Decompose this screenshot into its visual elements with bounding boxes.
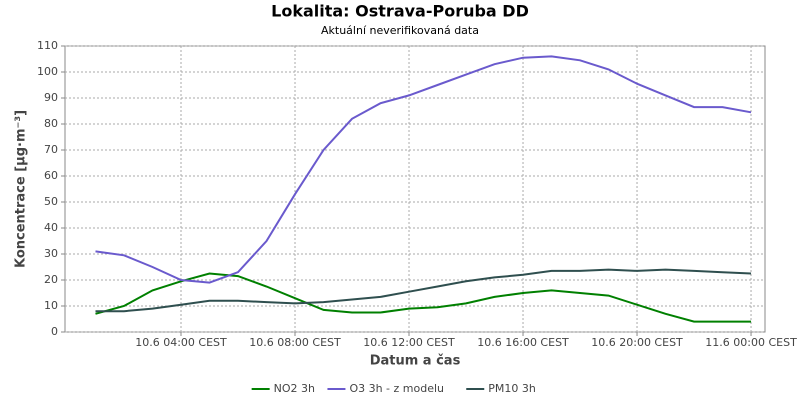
x-tick-label: 10.6 08:00 CEST xyxy=(249,336,341,349)
x-tick-label: 10.6 20:00 CEST xyxy=(591,336,683,349)
series-line xyxy=(95,55,752,284)
x-axis-label: Datum a čas xyxy=(370,354,461,369)
series-line xyxy=(95,272,752,323)
y-tick-label: 100 xyxy=(37,65,58,78)
y-tick-label: 70 xyxy=(44,143,58,156)
chart-subtitle: Aktuální neverifikovaná data xyxy=(321,24,479,37)
y-tick-label: 30 xyxy=(44,247,58,260)
y-axis-label: Koncentrace [µg·m⁻³] xyxy=(14,110,29,268)
legend-label: NO2 3h xyxy=(274,382,315,395)
y-tick-label: 60 xyxy=(44,169,58,182)
y-tick-label: 110 xyxy=(37,39,58,52)
y-tick-label: 90 xyxy=(44,91,58,104)
y-tick-label: 80 xyxy=(44,117,58,130)
x-tick-label: 10.6 16:00 CEST xyxy=(477,336,569,349)
y-tick-label: 10 xyxy=(44,299,58,312)
x-tick-label: 10.6 04:00 CEST xyxy=(135,336,227,349)
x-tick-label: 10.6 12:00 CEST xyxy=(363,336,455,349)
series-line xyxy=(95,268,752,313)
y-tick-label: 0 xyxy=(51,325,58,338)
legend-label: O3 3h - z modelu xyxy=(349,382,444,395)
plot-area xyxy=(64,45,766,333)
y-tick-label: 50 xyxy=(44,195,58,208)
y-tick-label: 20 xyxy=(44,273,58,286)
y-tick-label: 40 xyxy=(44,221,58,234)
x-tick-label: 11.6 00:00 CEST xyxy=(705,336,797,349)
legend-label: PM10 3h xyxy=(488,382,536,395)
chart-title: Lokalita: Ostrava-Poruba DD xyxy=(271,2,529,21)
